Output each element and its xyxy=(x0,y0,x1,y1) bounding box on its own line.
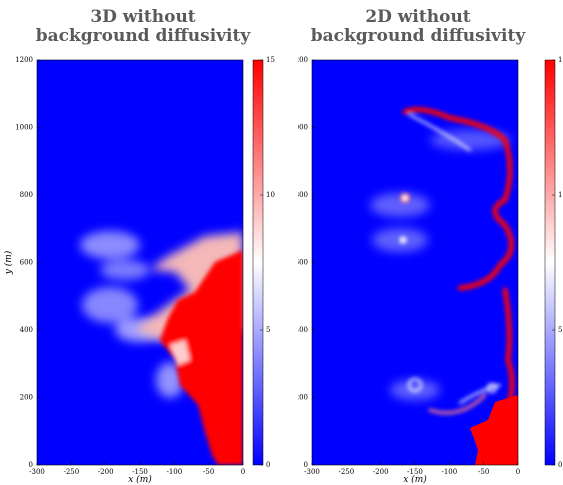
colorbar-tick-label: 15 xyxy=(558,56,563,64)
x-tick-label: 0 xyxy=(516,468,520,476)
x-tick-label: -200 xyxy=(373,468,389,476)
y-tick-label: 400 xyxy=(20,326,33,334)
colorbar-tick-label: 10 xyxy=(266,191,275,199)
chart-title: 3D without xyxy=(90,7,195,27)
field-3d xyxy=(37,60,243,465)
y-axis-label: y (m) xyxy=(3,250,14,275)
chart-title: 2D without xyxy=(365,7,470,27)
x-tick-label: -250 xyxy=(63,468,79,476)
x-tick-label: 0 xyxy=(241,468,245,476)
y-tick-label: 200 xyxy=(20,394,33,402)
y-tick-label: 1000 xyxy=(15,124,33,132)
y-tick-label: 600 xyxy=(295,259,308,267)
y-tick-label: 200 xyxy=(295,394,308,402)
colorbar-tick-label: 5 xyxy=(266,326,270,334)
x-tick-label: -300 xyxy=(29,468,45,476)
chart-title: background diffusivity xyxy=(36,26,252,46)
x-axis-label: x (m) xyxy=(403,474,427,485)
field-2d xyxy=(312,60,518,465)
y-ticks: 0 200 400 600 800 1000 1200 xyxy=(290,56,308,469)
x-tick-label: -200 xyxy=(98,468,114,476)
colorbar-tick-label: 15 xyxy=(266,56,275,64)
x-tick-label: -250 xyxy=(338,468,354,476)
chart-title: background diffusivity xyxy=(311,26,527,46)
y-tick-label: 600 xyxy=(20,259,33,267)
y-tick-label: 400 xyxy=(295,326,308,334)
y-tick-label: 1200 xyxy=(290,56,308,64)
y-tick-label: 0 xyxy=(29,461,33,469)
x-tick-label: -50 xyxy=(203,468,214,476)
y-ticks: 0 200 400 600 800 1000 1200 xyxy=(15,56,33,469)
x-tick-label: -100 xyxy=(441,468,457,476)
y-tick-label: 1000 xyxy=(290,124,308,132)
colorbar-tick-label: 0 xyxy=(266,461,270,469)
y-tick-label: 800 xyxy=(295,191,308,199)
y-tick-label: 0 xyxy=(304,461,308,469)
x-tick-label: -100 xyxy=(166,468,182,476)
x-tick-label: -300 xyxy=(304,468,320,476)
y-tick-label: 800 xyxy=(20,191,33,199)
colorbar-tick-label: 5 xyxy=(558,326,562,334)
colorbar xyxy=(545,60,555,465)
colorbar-tick-label: 10 xyxy=(558,191,563,199)
x-axis-label: x (m) xyxy=(128,474,152,485)
y-tick-label: 1200 xyxy=(15,56,33,64)
x-tick-label: -50 xyxy=(478,468,489,476)
colorbar xyxy=(253,60,263,465)
colorbar-tick-label: 0 xyxy=(558,461,562,469)
figure: 3D withoutbackground diffusivity-300-250… xyxy=(0,0,563,485)
